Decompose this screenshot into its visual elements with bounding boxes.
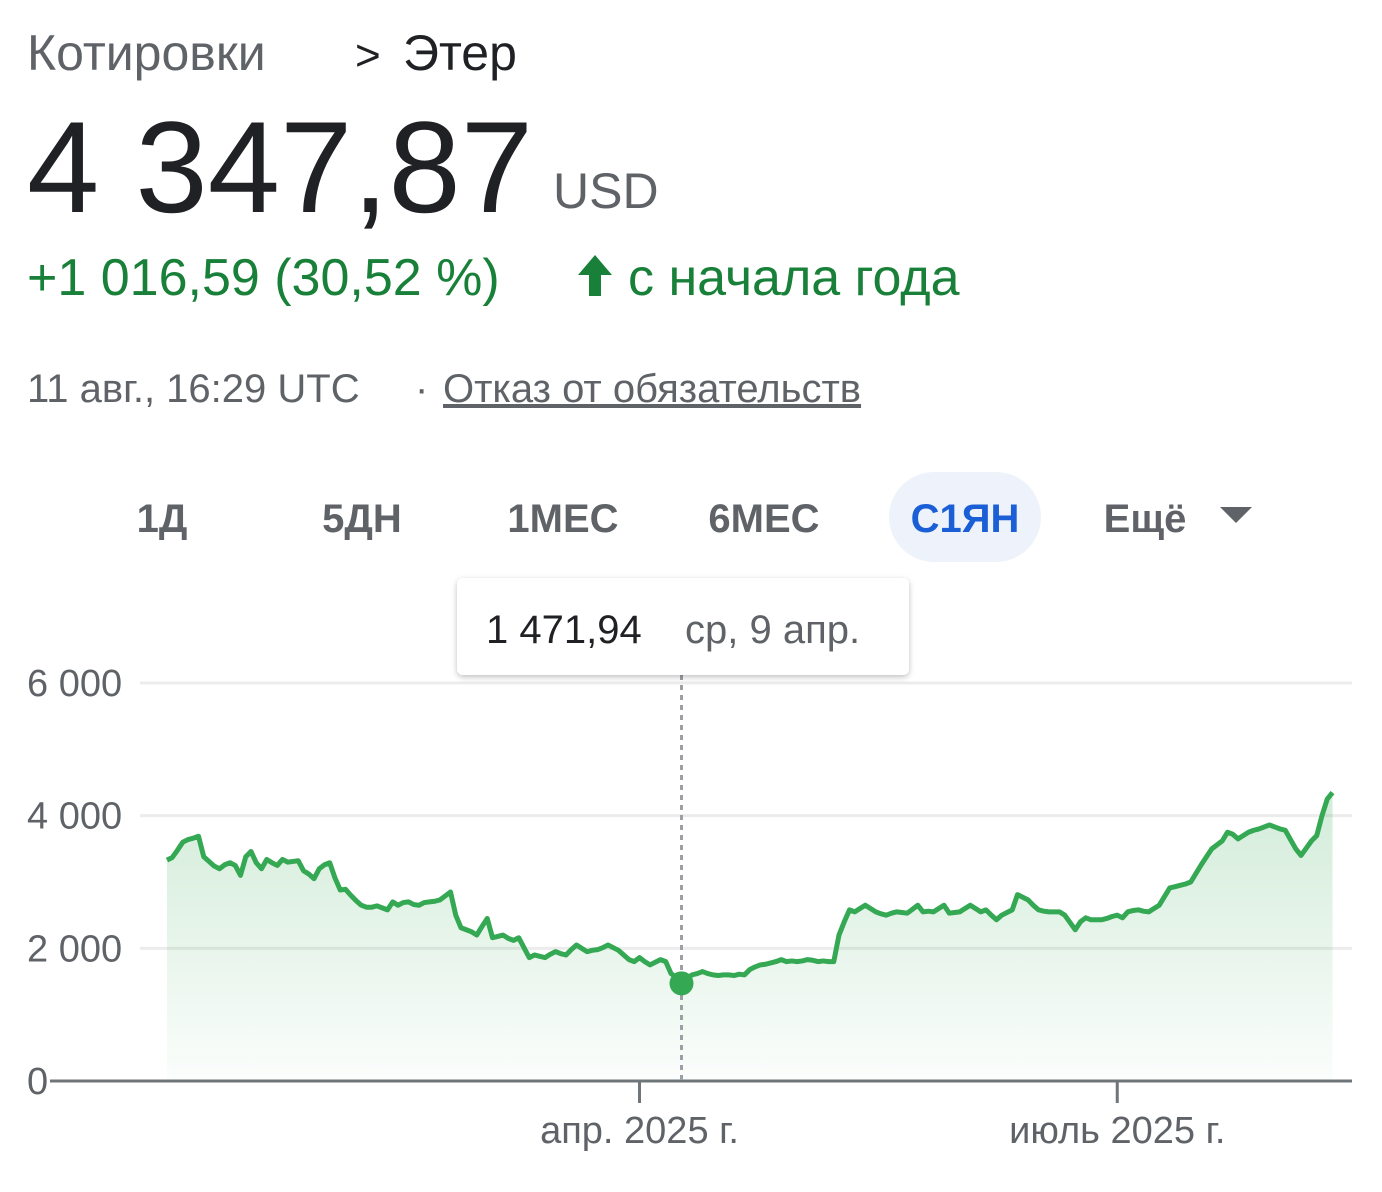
price-line	[165, 791, 1335, 986]
price: 4 347,87	[27, 94, 533, 240]
x-tick-label: апр. 2025 г.	[540, 1110, 739, 1152]
change-period: с начала года	[628, 249, 960, 307]
tooltip-box	[457, 578, 909, 675]
currency: USD	[553, 163, 659, 219]
breadcrumb-separator: >	[355, 31, 381, 80]
disclaimer-link[interactable]: Отказ от обязательств	[443, 367, 861, 411]
x-tick-label: июль 2025 г.	[1009, 1110, 1225, 1152]
area	[167, 792, 1333, 1081]
range-tab[interactable]: 1Д	[137, 497, 188, 541]
breadcrumb-root[interactable]: Котировки	[27, 25, 266, 81]
y-tick-label: 6 000	[27, 663, 122, 705]
timestamp: 11 авг., 16:29 UTC	[27, 367, 360, 411]
range-tab[interactable]: С1ЯН	[911, 497, 1020, 541]
y-tick-label: 4 000	[27, 796, 122, 838]
range-tab[interactable]: 5ДН	[322, 497, 402, 541]
range-tab[interactable]: 6МЕС	[708, 497, 819, 541]
y-tick-label: 0	[27, 1061, 48, 1103]
separator: ·	[415, 367, 428, 411]
hover-point	[669, 971, 694, 996]
y-tick-label: 2 000	[27, 928, 122, 970]
breadcrumb-current: Этер	[403, 25, 517, 81]
tooltip-date: ср, 9 апр.	[685, 608, 860, 652]
tooltip-value: 1 471,94	[486, 608, 642, 652]
selected-tab-bg	[889, 472, 1041, 562]
up-arrow-icon	[578, 255, 612, 296]
range-tabs: 1Д 5ДН 1МЕС 6МЕС С1ЯН Ещё	[137, 472, 1252, 562]
dropdown-icon	[1220, 507, 1252, 523]
range-tab[interactable]: 1МЕС	[507, 497, 618, 541]
more-tab[interactable]: Ещё	[1104, 497, 1187, 541]
chart: 0 2 000 4 000 6 000 апр. 2025 г. июль 2025 г.…	[27, 578, 1352, 1152]
change: +1 016,59 (30,52 %)	[27, 249, 500, 307]
